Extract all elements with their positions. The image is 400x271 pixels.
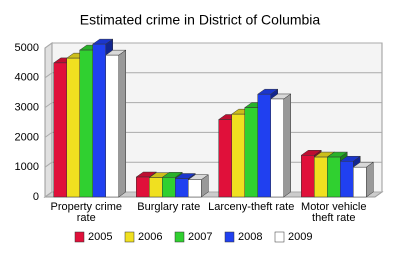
legend-label: 2006 — [138, 231, 162, 243]
y-tick-label: 2000 — [15, 131, 39, 143]
bar-side — [283, 93, 291, 198]
legend-swatch — [124, 231, 135, 243]
legend-label: 2009 — [288, 231, 312, 243]
bar — [257, 93, 271, 198]
legend-label: 2005 — [88, 231, 112, 243]
bar — [92, 43, 106, 198]
bar — [301, 155, 315, 198]
x-tick-label: Motor vehicle theft rate — [301, 201, 367, 224]
bar — [149, 177, 163, 198]
legend-swatch — [174, 231, 185, 243]
x-tick-label: Property crime rate — [50, 201, 123, 224]
grid-line-side — [44, 131, 53, 138]
y-tick-label: 1000 — [15, 161, 39, 173]
x-tick-label: Burglary rate — [137, 201, 201, 213]
bar — [353, 166, 367, 198]
y-tick-label: 4000 — [15, 72, 39, 84]
bar — [327, 156, 341, 198]
legend-label: 2007 — [188, 231, 212, 243]
legend-swatch — [74, 231, 85, 243]
y-tick-label: 0 — [33, 191, 39, 203]
bar — [53, 62, 67, 198]
bar — [105, 54, 119, 198]
bar — [66, 57, 80, 198]
y-tick-label: 5000 — [15, 42, 39, 54]
grid-line-side — [44, 42, 53, 49]
grid-line-side — [44, 161, 53, 168]
side-wall — [44, 42, 53, 198]
bar — [270, 98, 284, 198]
bar — [314, 156, 328, 198]
legend-label: 2008 — [238, 231, 262, 243]
grid-line-side — [44, 191, 53, 198]
bar — [175, 178, 189, 198]
legend-swatch — [224, 231, 235, 243]
chart-title: Estimated crime in District of Columbia — [80, 12, 321, 28]
x-tick-label: Larceny-theft rate — [208, 201, 295, 213]
bar — [162, 177, 176, 198]
grid-line-side — [44, 102, 53, 109]
bar — [79, 49, 93, 198]
bar-side — [366, 161, 374, 198]
y-tick-label: 3000 — [15, 102, 39, 114]
bar-side — [118, 49, 126, 198]
legend-swatch — [274, 231, 285, 243]
bar — [340, 160, 354, 198]
bar — [188, 179, 202, 198]
bar — [136, 176, 150, 198]
bar — [231, 113, 245, 198]
bar — [244, 107, 258, 198]
grid-line-side — [44, 72, 53, 79]
bar — [218, 119, 232, 198]
